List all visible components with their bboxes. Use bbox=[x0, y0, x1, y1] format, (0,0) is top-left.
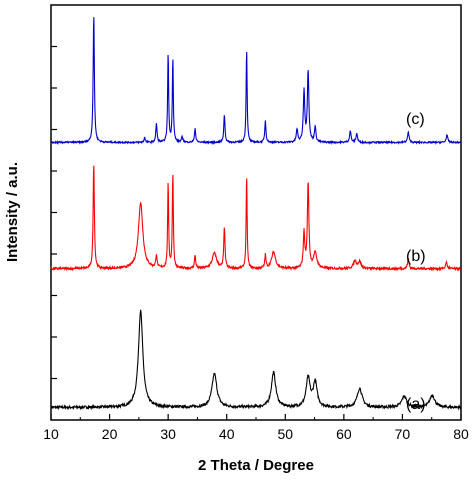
x-tick-label: 50 bbox=[277, 426, 293, 442]
x-tick-label: 80 bbox=[453, 426, 469, 442]
series-line bbox=[50, 17, 462, 146]
x-tick-label: 70 bbox=[395, 426, 411, 442]
series-line bbox=[50, 165, 462, 272]
series-label: (a) bbox=[406, 396, 426, 413]
axis-ticks: 10 20 30 40 50 60 70 80 bbox=[43, 45, 469, 442]
series-label: (c) bbox=[406, 111, 425, 128]
series-line bbox=[50, 309, 462, 411]
x-tick-label: 60 bbox=[336, 426, 352, 442]
x-tick-label: 30 bbox=[160, 426, 176, 442]
x-tick-label: 20 bbox=[102, 426, 118, 442]
x-axis-label: 2 Theta / Degree bbox=[198, 457, 314, 474]
y-axis-label: Intensity / a.u. bbox=[4, 162, 21, 262]
x-tick-label: 10 bbox=[43, 426, 59, 442]
x-tick-label: 40 bbox=[219, 426, 235, 442]
plot-frame bbox=[50, 4, 462, 421]
series-group: (a) (b) (c) bbox=[50, 17, 462, 413]
series-label: (b) bbox=[406, 248, 426, 265]
